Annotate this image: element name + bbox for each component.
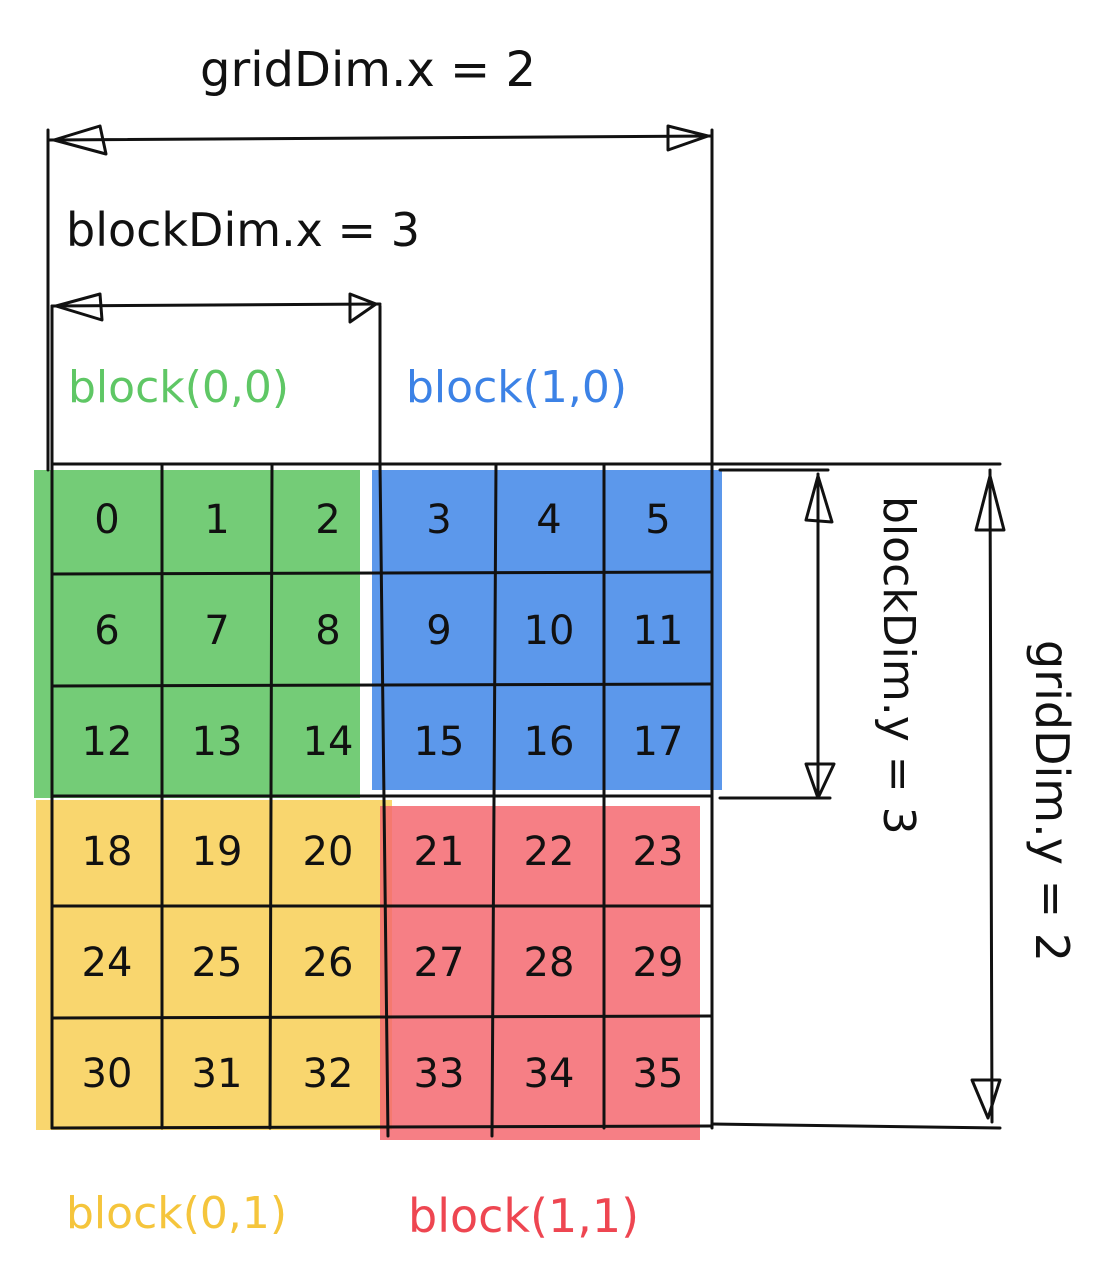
cell-number: 9 [426, 608, 451, 654]
cell-number: 0 [94, 497, 119, 543]
grid-dim-y-bracket [710, 468, 1006, 1130]
block-label-0-0: block(0,0) [68, 362, 289, 413]
block-fill-0-1 [36, 800, 392, 1130]
cell-number: 19 [192, 829, 243, 875]
cell-number: 12 [82, 719, 133, 765]
cell-number: 1 [204, 497, 229, 543]
cell-number: 29 [633, 940, 684, 986]
cell-number: 24 [82, 940, 133, 986]
cell-number: 21 [414, 829, 465, 875]
block-fill-1-1 [380, 806, 700, 1140]
grid-dim-y-label: gridDim.y = 2 [1025, 640, 1079, 962]
block-fill-0-0 [34, 470, 360, 798]
block-fill-1-0 [372, 470, 722, 790]
cell-number: 26 [303, 940, 354, 986]
block-dim-y-bottom-arrow [804, 762, 836, 800]
cell-number: 7 [204, 608, 229, 654]
block-dim-x-bracket [50, 292, 382, 466]
cell-number: 30 [82, 1051, 133, 1097]
cell-number: 17 [633, 719, 684, 765]
cell-number: 10 [524, 608, 575, 654]
cell-number: 6 [94, 608, 119, 654]
cell-number: 5 [645, 497, 670, 543]
grid-dim-y-top-arrow [974, 474, 1006, 532]
cell-number: 20 [303, 829, 354, 875]
cell-number: 35 [633, 1051, 684, 1097]
cell-number: 31 [192, 1051, 243, 1097]
block-dim-x-left-arrow [54, 292, 104, 322]
cell-number: 27 [414, 940, 465, 986]
cell-number: 13 [192, 719, 243, 765]
block-dim-y-bracket [718, 468, 836, 800]
cell-number: 22 [524, 829, 575, 875]
block-label-0-1: block(0,1) [66, 1188, 287, 1239]
cell-number: 3 [426, 497, 451, 543]
cell-number: 23 [633, 829, 684, 875]
cell-grid [50, 462, 1002, 1138]
block-label-1-0: block(1,0) [406, 362, 627, 413]
block-dim-x-label: blockDim.x = 3 [66, 203, 420, 257]
cell-number: 25 [192, 940, 243, 986]
cell-number: 11 [633, 608, 684, 654]
cell-number: 4 [536, 497, 561, 543]
cell-number: 2 [315, 497, 340, 543]
cell-number: 16 [524, 719, 575, 765]
block-fills [34, 470, 722, 1140]
block-dim-y-top-arrow [804, 474, 834, 524]
cell-number: 14 [303, 719, 354, 765]
cell-number: 8 [315, 608, 340, 654]
cell-number: 34 [524, 1051, 575, 1097]
block-dim-x-right-arrow [348, 292, 378, 324]
cell-number: 15 [414, 719, 465, 765]
grid-dim-x-left-arrow [52, 124, 108, 156]
grid-dim-x-label: gridDim.x = 2 [200, 42, 536, 98]
grid-dim-y-bottom-arrow [970, 1078, 1002, 1120]
grid-dim-x-bracket [46, 124, 714, 472]
cell-number: 18 [82, 829, 133, 875]
grid-dim-x-right-arrow [666, 124, 710, 152]
cell-number: 32 [303, 1051, 354, 1097]
cell-number: 28 [524, 940, 575, 986]
block-label-1-1: block(1,1) [408, 1189, 639, 1243]
block-dim-y-label: blockDim.y = 3 [873, 496, 924, 835]
cell-number: 33 [414, 1051, 465, 1097]
